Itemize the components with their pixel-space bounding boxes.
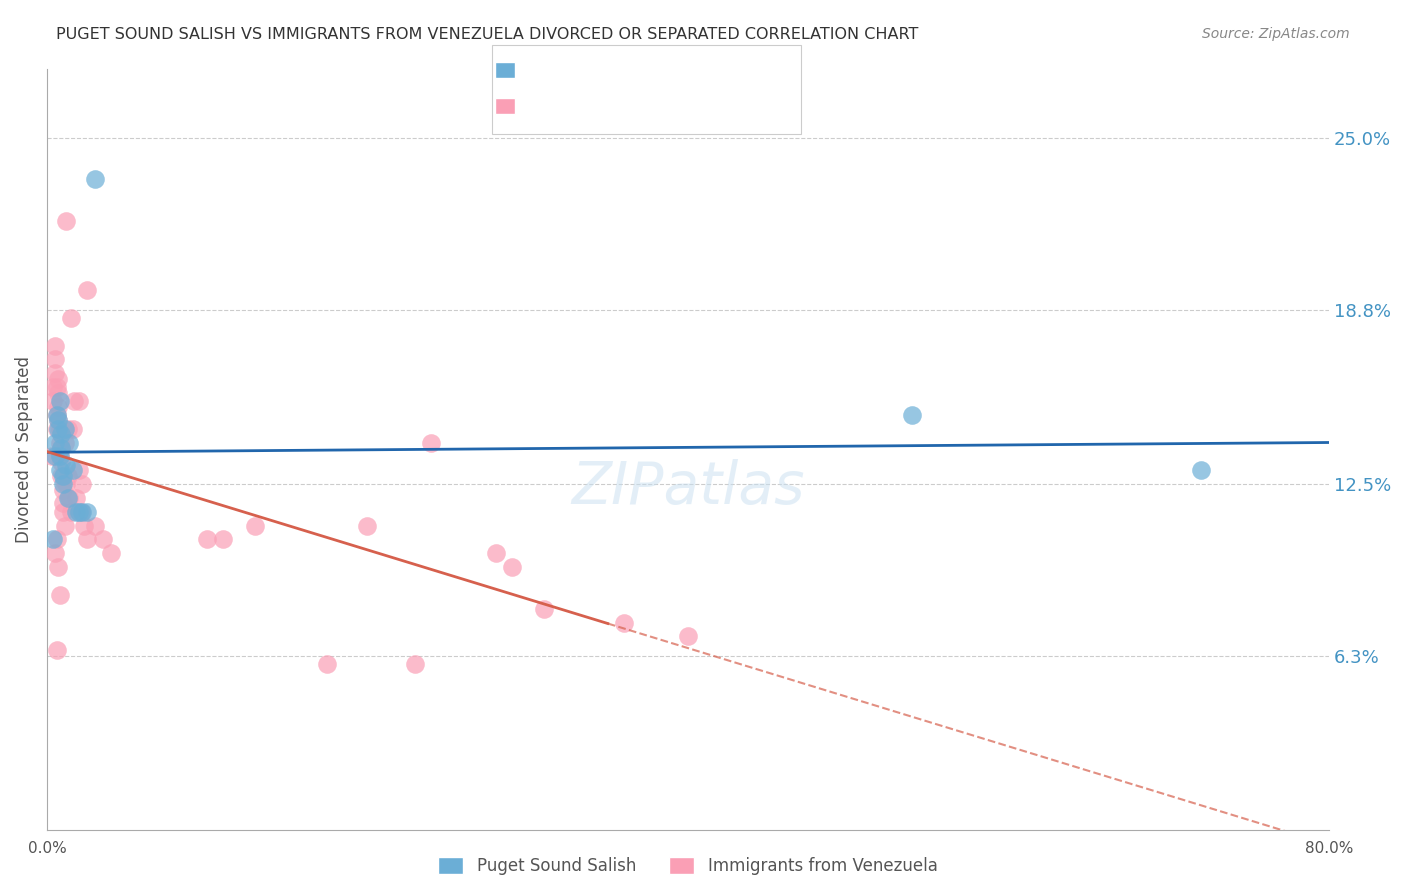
- Point: [52, 505, 75, 519]
- Point: [46, 560, 69, 574]
- Point: [613, 615, 636, 630]
- Y-axis label: Divorced or Separated: Divorced or Separated: [15, 356, 32, 543]
- Point: [420, 435, 443, 450]
- Point: [533, 601, 555, 615]
- Point: [44, 450, 66, 464]
- Point: [52, 483, 75, 497]
- Point: [41, 450, 63, 464]
- Point: [58, 435, 80, 450]
- Point: [56, 468, 79, 483]
- Text: PUGET SOUND SALISH VS IMMIGRANTS FROM VENEZUELA DIVORCED OR SEPARATED CORRELATIO: PUGET SOUND SALISH VS IMMIGRANTS FROM VE…: [56, 27, 918, 42]
- Point: [91, 533, 114, 547]
- Point: [45, 533, 67, 547]
- Point: [84, 518, 107, 533]
- Point: [501, 560, 523, 574]
- Point: [53, 435, 76, 450]
- Point: [404, 657, 426, 672]
- Point: [48, 435, 70, 450]
- Point: [45, 408, 67, 422]
- Point: [67, 505, 90, 519]
- Point: [58, 491, 80, 505]
- Point: [76, 505, 98, 519]
- Text: R =: R =: [523, 62, 551, 77]
- Point: [53, 422, 76, 436]
- Text: -0.221: -0.221: [576, 98, 631, 112]
- Text: Source: ZipAtlas.com: Source: ZipAtlas.com: [1202, 27, 1350, 41]
- Text: N = 25: N = 25: [647, 62, 704, 77]
- Point: [48, 588, 70, 602]
- Point: [65, 491, 87, 505]
- Point: [62, 422, 84, 436]
- Point: [55, 214, 77, 228]
- Point: [45, 408, 67, 422]
- Point: [42, 394, 65, 409]
- Point: [63, 394, 86, 409]
- Point: [56, 422, 79, 436]
- Point: [59, 310, 82, 325]
- Point: [52, 468, 75, 483]
- Point: [48, 450, 70, 464]
- Point: [44, 338, 66, 352]
- Point: [100, 546, 122, 560]
- Point: [44, 546, 66, 560]
- Point: [73, 518, 96, 533]
- Point: [69, 505, 91, 519]
- Point: [44, 366, 66, 380]
- Text: R =: R =: [523, 98, 551, 112]
- Point: [51, 468, 73, 483]
- Point: [67, 394, 90, 409]
- Point: [48, 450, 70, 464]
- Point: [48, 394, 70, 409]
- Point: [70, 477, 93, 491]
- Point: [212, 533, 235, 547]
- Text: ZIPatlas: ZIPatlas: [571, 459, 804, 516]
- Text: 0.0%: 0.0%: [28, 841, 66, 856]
- Point: [901, 408, 924, 422]
- Point: [42, 533, 65, 547]
- Point: [55, 458, 77, 472]
- Point: [48, 422, 70, 436]
- Point: [676, 630, 699, 644]
- Point: [70, 505, 93, 519]
- Point: [316, 657, 339, 672]
- Point: [51, 455, 73, 469]
- Point: [76, 283, 98, 297]
- Point: [59, 505, 82, 519]
- Point: [51, 441, 73, 455]
- Point: [48, 463, 70, 477]
- Point: [44, 352, 66, 367]
- Point: [55, 477, 77, 491]
- Point: [65, 505, 87, 519]
- Point: [42, 380, 65, 394]
- Point: [46, 413, 69, 427]
- Point: [356, 518, 378, 533]
- Text: -0.067: -0.067: [576, 62, 631, 77]
- Point: [44, 435, 66, 450]
- Point: [46, 422, 69, 436]
- Point: [195, 533, 218, 547]
- Point: [76, 533, 98, 547]
- Point: [46, 400, 69, 414]
- Point: [46, 413, 69, 427]
- Point: [84, 172, 107, 186]
- Point: [1189, 463, 1212, 477]
- Point: [53, 518, 76, 533]
- Point: [245, 518, 267, 533]
- Point: [51, 441, 73, 455]
- Point: [56, 491, 79, 505]
- Point: [45, 643, 67, 657]
- Point: [52, 496, 75, 510]
- Text: N = 61: N = 61: [647, 98, 704, 112]
- Point: [46, 372, 69, 386]
- Point: [46, 385, 69, 400]
- Text: 80.0%: 80.0%: [1305, 841, 1353, 856]
- Point: [62, 463, 84, 477]
- Point: [45, 422, 67, 436]
- Point: [51, 427, 73, 442]
- Point: [484, 546, 506, 560]
- Legend: Puget Sound Salish, Immigrants from Venezuela: Puget Sound Salish, Immigrants from Vene…: [430, 848, 946, 883]
- Point: [52, 477, 75, 491]
- Point: [67, 463, 90, 477]
- Point: [45, 380, 67, 394]
